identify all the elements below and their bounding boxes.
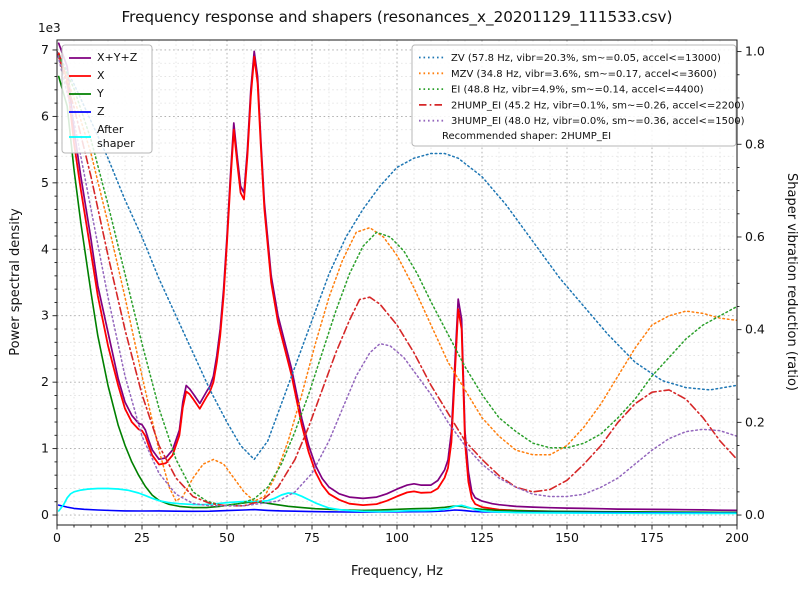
legend-label: After: [97, 123, 124, 136]
x-tick-label: 0: [53, 530, 61, 545]
y-left-tick-label: 6: [41, 108, 49, 123]
series-after-shaper: [57, 487, 737, 515]
x-tick-label: 75: [304, 530, 320, 545]
y-axis-label-left: Power spectral density: [8, 208, 23, 356]
y-right-tick-label: 0.8: [745, 136, 765, 151]
axis-ticks: [52, 49, 742, 530]
legend-label: Y: [96, 87, 104, 100]
y-axis-offset-text: 1e3: [38, 21, 61, 35]
legend-right: ZV (57.8 Hz, vibr=20.3%, sm~=0.05, accel…: [411, 44, 745, 147]
legend-label: shaper: [97, 137, 135, 150]
y-left-tick-label: 0: [41, 507, 49, 522]
x-tick-label: 175: [640, 530, 664, 545]
axis-tick-labels: 0 25 50 75 100 125 150 175 200 0 1 2 3 4 5 6 7 0.0 0.2 0.4 0…: [41, 42, 765, 545]
legend-box: [61, 44, 153, 154]
x-tick-label: 100: [385, 530, 409, 545]
series-psd-x: [57, 52, 737, 514]
legend-label: EI (48.8 Hz, vibr=4.9%, sm~=0.14, accel<…: [451, 85, 704, 96]
series-shaper-2hump-ei: [57, 50, 737, 507]
y-left-tick-label: 1: [41, 441, 49, 456]
series-shaper-zv: [57, 50, 737, 461]
legend-box: [411, 44, 737, 147]
legend-label: X+Y+Z: [97, 51, 138, 64]
series-psd-y: [57, 75, 737, 514]
y-axis-label-right: Shaper vibration reduction (ratio): [784, 173, 799, 391]
series-psd-sum: [57, 42, 737, 512]
y-left-tick-label: 5: [41, 175, 49, 190]
series-shaper-mzv: [57, 50, 737, 502]
x-axis-label: Frequency, Hz: [351, 564, 443, 579]
y-left-tick-label: 3: [41, 308, 49, 323]
y-right-tick-label: 1.0: [745, 44, 765, 59]
legend-note: Recommended shaper: 2HUMP_EI: [442, 131, 611, 142]
y-left-tick-label: 2: [41, 374, 49, 389]
legend-label: Z: [97, 105, 105, 118]
x-tick-label: 125: [470, 530, 494, 545]
x-tick-label: 200: [725, 530, 749, 545]
legend-label: MZV (34.8 Hz, vibr=3.6%, sm~=0.17, accel…: [451, 69, 717, 80]
grid-major-layer: [56, 40, 738, 525]
y-right-tick-label: 0.6: [745, 229, 765, 244]
x-tick-label: 50: [219, 530, 235, 545]
chart-title: Frequency response and shapers (resonanc…: [122, 8, 673, 27]
x-tick-label: 150: [555, 530, 579, 545]
y-left-tick-label: 7: [41, 42, 49, 57]
series-layer: [57, 42, 737, 515]
legend-label: X: [97, 69, 105, 82]
y-left-tick-label: 4: [41, 241, 49, 256]
series-shaper-ei: [57, 50, 737, 507]
y-right-tick-label: 0.4: [745, 322, 765, 337]
legend-label: ZV (57.8 Hz, vibr=20.3%, sm~=0.05, accel…: [451, 53, 721, 64]
legend-label: 3HUMP_EI (48.0 Hz, vibr=0.0%, sm~=0.36, …: [451, 116, 745, 127]
legend-label: 2HUMP_EI (45.2 Hz, vibr=0.1%, sm~=0.26, …: [451, 100, 745, 111]
series-shaper-3hump-ei: [57, 50, 737, 507]
y-right-tick-label: 0.0: [745, 507, 765, 522]
x-tick-label: 25: [134, 530, 150, 545]
y-right-tick-label: 0.2: [745, 414, 765, 429]
